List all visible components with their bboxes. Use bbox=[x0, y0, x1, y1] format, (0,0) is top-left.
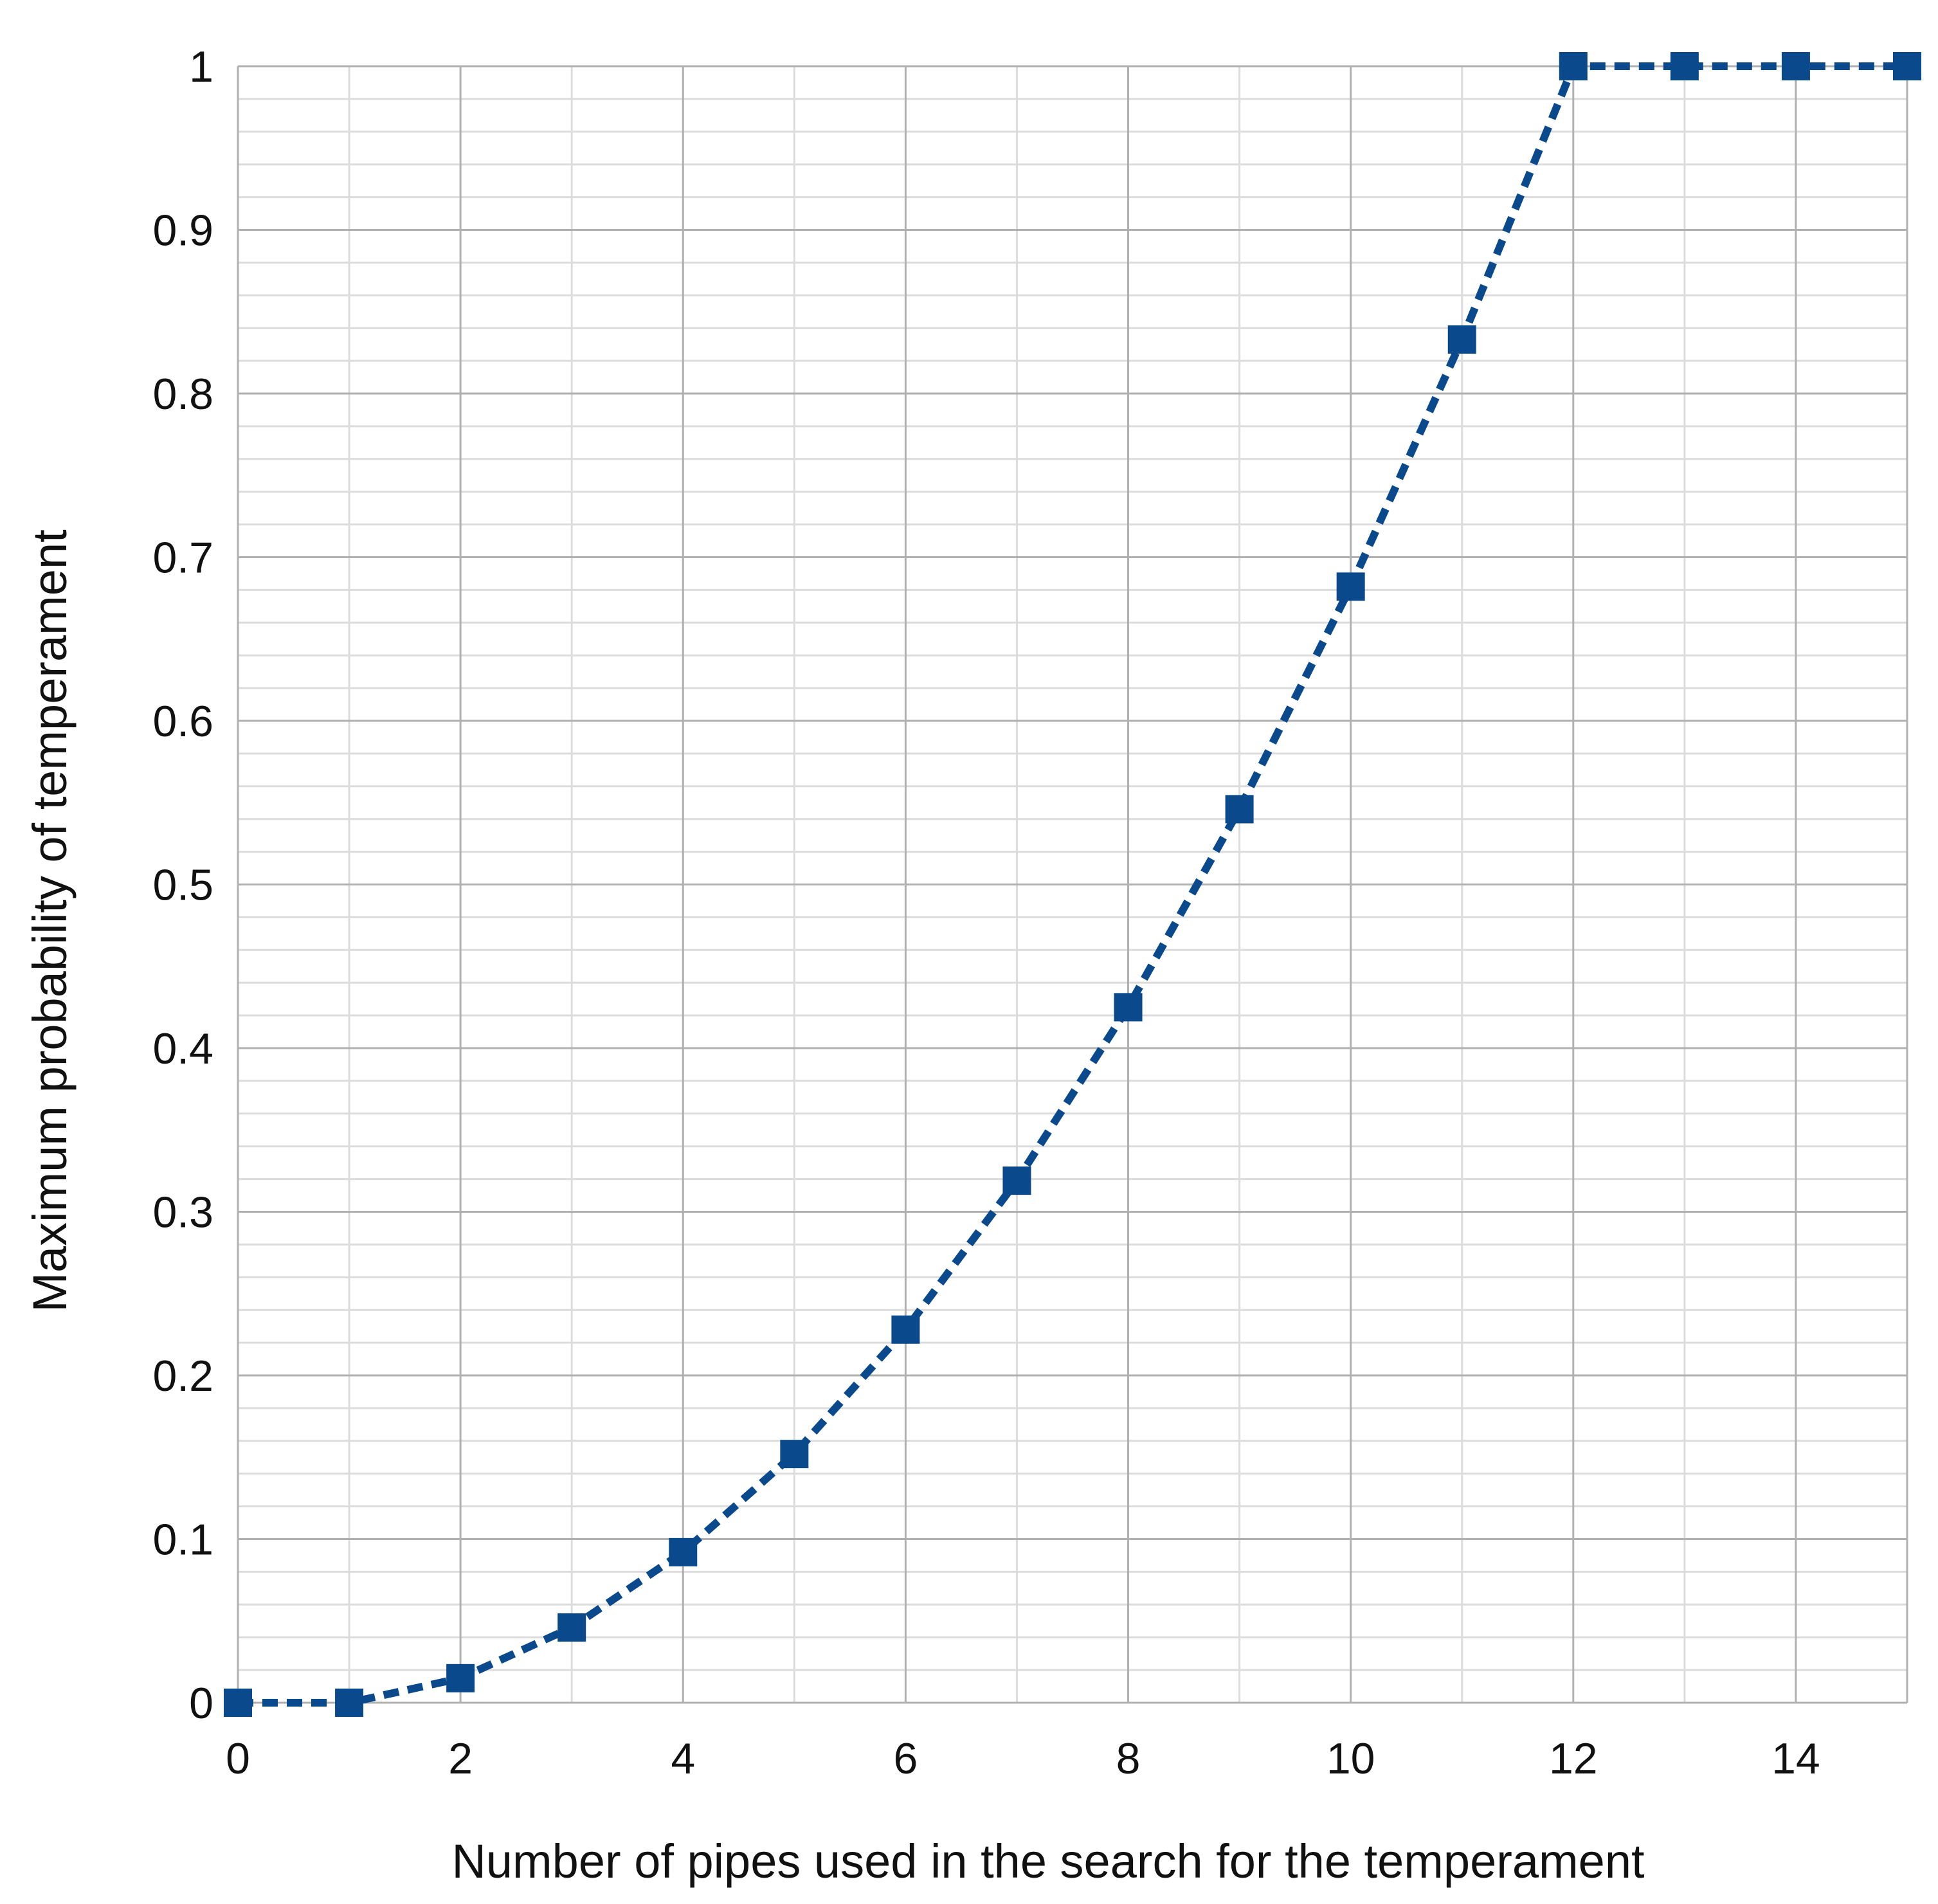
y-tick-label: 0.8 bbox=[152, 370, 213, 419]
data-point-marker bbox=[780, 1440, 809, 1469]
y-axis-title: Maximum probability of temperament bbox=[23, 529, 77, 1312]
x-tick-labels: 0 2 4 6 8 10 12 14 bbox=[226, 1734, 1820, 1783]
x-tick-label: 4 bbox=[671, 1734, 695, 1783]
data-point-marker bbox=[557, 1613, 586, 1642]
data-point-marker bbox=[1114, 993, 1143, 1022]
y-tick-label: 0 bbox=[189, 1679, 213, 1728]
x-tick-label: 12 bbox=[1549, 1734, 1598, 1783]
series-markers-group bbox=[224, 52, 1921, 1717]
data-point-marker bbox=[1336, 572, 1365, 601]
x-tick-label: 10 bbox=[1327, 1734, 1375, 1783]
data-point-marker bbox=[224, 1689, 252, 1717]
y-tick-label: 0.9 bbox=[152, 206, 213, 255]
y-tick-label: 0.7 bbox=[152, 534, 213, 583]
series-line-group bbox=[238, 62, 1907, 1707]
y-tick-label: 0.2 bbox=[152, 1352, 213, 1401]
data-point-marker bbox=[1225, 795, 1254, 824]
y-tick-label: 0.6 bbox=[152, 697, 213, 746]
x-tick-label: 2 bbox=[448, 1734, 473, 1783]
data-point-marker bbox=[1893, 52, 1921, 80]
x-tick-label: 0 bbox=[226, 1734, 250, 1783]
y-tick-label: 0.1 bbox=[152, 1516, 213, 1564]
data-point-marker bbox=[1670, 52, 1699, 80]
y-tick-labels: 0 0.1 0.2 0.3 0.4 0.5 0.6 0.7 0.8 0.9 1 bbox=[152, 42, 213, 1728]
y-tick-label: 1 bbox=[189, 42, 213, 91]
x-tick-label: 14 bbox=[1771, 1734, 1820, 1783]
data-point-marker bbox=[1559, 52, 1588, 80]
grid-major bbox=[237, 65, 1908, 1704]
x-axis-title: Number of pipes used in the search for t… bbox=[451, 1835, 1645, 1888]
data-point-marker bbox=[1781, 52, 1810, 80]
y-tick-label: 0.3 bbox=[152, 1188, 213, 1237]
y-tick-label: 0.5 bbox=[152, 861, 213, 910]
data-point-marker bbox=[446, 1664, 475, 1692]
x-tick-label: 8 bbox=[1116, 1734, 1141, 1783]
data-point-marker bbox=[891, 1315, 920, 1344]
y-tick-label: 0.4 bbox=[152, 1024, 213, 1073]
data-point-marker bbox=[669, 1537, 698, 1566]
series-line bbox=[238, 62, 1907, 1707]
x-tick-label: 6 bbox=[893, 1734, 918, 1783]
data-point-marker bbox=[335, 1689, 364, 1717]
data-point-marker bbox=[1002, 1166, 1031, 1195]
data-point-marker bbox=[1447, 325, 1476, 354]
